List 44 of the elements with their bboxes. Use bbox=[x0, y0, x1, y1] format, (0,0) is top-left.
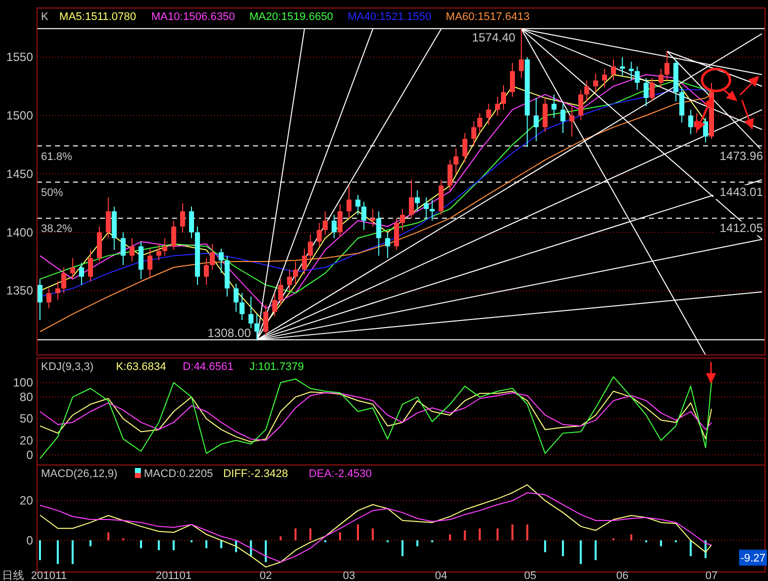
text: MA60:1517.6413 bbox=[446, 11, 530, 23]
ref-line-label: 1308.00 bbox=[207, 326, 252, 340]
ref-line-label: 1574.40 bbox=[472, 30, 516, 45]
y-tick-label: 0 bbox=[26, 533, 34, 548]
ref-line-label: 1473.96 bbox=[720, 148, 764, 163]
y-tick-label: 0 bbox=[26, 448, 34, 462]
y-tick-label: 1350 bbox=[6, 284, 34, 298]
series-label: J:101.7379 bbox=[249, 361, 304, 373]
x-tick-label: 201101 bbox=[156, 570, 192, 581]
ref-line-label: 1443.01 bbox=[720, 185, 764, 200]
y-tick-label: 1550 bbox=[6, 50, 34, 64]
chart-title: MACD(26,12,9) bbox=[41, 468, 118, 480]
y-tick-label: 50 bbox=[20, 412, 34, 426]
x-tick-label: 03 bbox=[342, 570, 356, 581]
y-tick-label: 80 bbox=[20, 390, 34, 404]
text: MA10:1506.6350 bbox=[151, 11, 235, 23]
legend-label: MACD:0.2205 bbox=[144, 468, 213, 480]
y-tick-label: 1500 bbox=[6, 108, 34, 122]
x-tick-label: 201011 bbox=[30, 570, 67, 581]
y-tick-label: 1400 bbox=[6, 225, 34, 240]
x-tick-label: 07 bbox=[705, 570, 718, 581]
y-tick-label: 20 bbox=[20, 494, 34, 508]
x-tick-label: 05 bbox=[524, 570, 536, 581]
text: DIFF:-2.3428 bbox=[223, 468, 288, 480]
chart-title: K bbox=[41, 11, 49, 23]
y-tick-label: 1450 bbox=[6, 166, 34, 181]
annotation: -9.27 bbox=[740, 552, 766, 565]
x-tick-label: 04 bbox=[434, 570, 448, 581]
chart-title: KDJ(9,3,3) bbox=[41, 361, 94, 373]
ref-line-label: 1412.05 bbox=[720, 221, 764, 236]
text: K:63.6834 bbox=[116, 361, 166, 373]
text: D:44.6561 bbox=[182, 361, 234, 373]
annotation: 61.8% bbox=[41, 150, 72, 163]
x-tick-label: 06 bbox=[616, 570, 628, 581]
text: MA5:1511.0780 bbox=[59, 11, 136, 23]
x-tick-label: 02 bbox=[260, 570, 272, 581]
text: DEA:-2.4530 bbox=[308, 468, 372, 480]
annotation: 50% bbox=[41, 187, 64, 200]
text: 日线 bbox=[2, 569, 24, 581]
text: MA40:1521.1550 bbox=[348, 11, 432, 23]
y-tick-label: 20 bbox=[20, 433, 34, 448]
text: MA20:1519.6650 bbox=[249, 11, 334, 23]
y-tick-label: 100 bbox=[12, 376, 34, 390]
annotation: 38.2% bbox=[41, 223, 72, 236]
